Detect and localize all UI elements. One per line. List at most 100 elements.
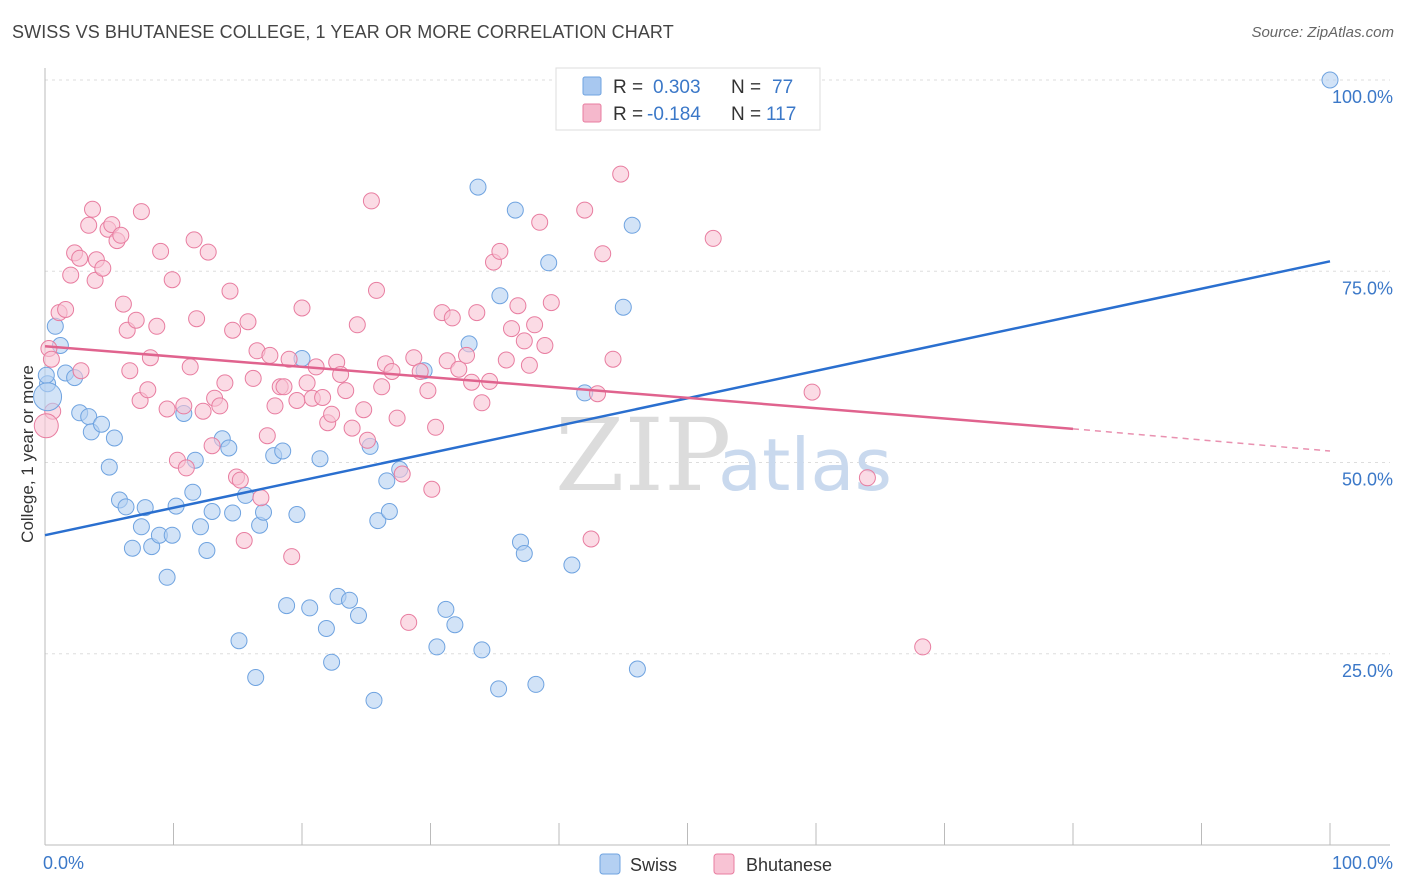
- x-tick-label-100: 100.0%: [1332, 853, 1393, 873]
- bhutanese-point-79: [393, 465, 411, 483]
- bhutanese-point-50: [252, 489, 270, 507]
- y-tick-label-100: 100.0%: [1332, 87, 1393, 107]
- bhutanese-point-48: [244, 369, 262, 387]
- bhutanese-point-108: [589, 385, 606, 403]
- bhutanese-point-68: [337, 382, 355, 400]
- legend-swiss-swatch: [599, 853, 621, 875]
- bhutanese-point-1: [42, 350, 60, 368]
- swiss-point-40: [301, 599, 319, 617]
- bhutanese-point-75: [373, 378, 391, 396]
- bhutanese-point-33: [181, 358, 199, 376]
- swiss-point-18: [158, 568, 176, 586]
- y-tick-labels: 100.0% 75.0% 50.0% 25.0%: [1332, 87, 1393, 681]
- legend-r-value-swiss: 0.303: [653, 77, 701, 98]
- swiss-point-29: [224, 504, 242, 522]
- legend-n-value-bhutanese: 117: [766, 104, 796, 125]
- swiss-point-67: [563, 556, 581, 574]
- bhutanese-point-60: [298, 374, 316, 392]
- swiss-point-25: [198, 542, 216, 559]
- swiss-point-12: [117, 498, 135, 516]
- stats-legend: R = 0.303 N = 77 R = -0.184 N = 117: [555, 67, 821, 131]
- bhutanese-point-73: [362, 192, 380, 210]
- bhutanese-point-52: [261, 346, 279, 364]
- bhutanese-point-78: [388, 409, 406, 427]
- bhutanese-point-17: [112, 226, 130, 244]
- swiss-point-51: [378, 472, 396, 490]
- legend-swatch-swiss: [582, 76, 602, 96]
- data-points: [33, 71, 1339, 709]
- swiss-point-65: [527, 675, 545, 693]
- y-tick-label-75: 75.0%: [1342, 278, 1393, 298]
- chart-title: SWISS VS BHUTANESE COLLEGE, 1 YEAR OR MO…: [12, 22, 674, 42]
- legend-swatch-bhutanese: [582, 103, 602, 123]
- bhutanese-point-8: [72, 362, 90, 380]
- bhutanese-point-13: [94, 259, 112, 277]
- swiss-point-61: [490, 680, 508, 698]
- bhutanese-point-35: [188, 310, 206, 328]
- bhutanese-point-81: [405, 349, 423, 367]
- bhutanese-point-74: [368, 281, 385, 299]
- bhutanese-point-58: [288, 392, 306, 409]
- bhutanese-point-37: [199, 243, 217, 261]
- watermark-zip: ZIP: [555, 397, 731, 514]
- swiss-point-31: [237, 486, 254, 504]
- bhutanese-point-26: [148, 317, 166, 335]
- bhutanese-point-42: [221, 282, 239, 300]
- bhutanese-point-51: [258, 427, 276, 445]
- swiss-point-64: [515, 545, 533, 562]
- swiss-point-72: [1321, 71, 1339, 89]
- bhutanese-trend-line: [44, 344, 1074, 431]
- bhutanese-point-85: [427, 418, 445, 436]
- bhutanese-point-72: [359, 431, 376, 449]
- bhutanese-point-93: [473, 394, 491, 412]
- swiss-point-38: [288, 506, 306, 523]
- bhutanese-point-47: [239, 313, 257, 331]
- swiss-point-34: [255, 503, 272, 521]
- axes: [44, 68, 1390, 846]
- bhutanese-point-112: [704, 229, 722, 247]
- bhutanese-point-31: [175, 397, 193, 415]
- swiss-point-26: [203, 503, 221, 520]
- watermark-atlas: atlas: [718, 423, 892, 507]
- bhutanese-point-20: [121, 362, 139, 380]
- swiss-point-30: [230, 632, 248, 650]
- bhutanese-point-65: [323, 405, 341, 423]
- trend-lines: [44, 260, 1331, 537]
- bhutanese-point-21: [127, 311, 145, 329]
- bhutanese-point-114: [858, 469, 876, 487]
- bhutanese-point-5: [62, 266, 80, 284]
- swiss-point-large: [33, 382, 63, 412]
- bhutanese-point-40: [211, 397, 229, 415]
- swiss-point-9: [100, 458, 118, 476]
- bhutanese-point-101: [520, 356, 538, 374]
- swiss-point-15: [132, 518, 150, 536]
- swiss-point-32: [247, 669, 265, 686]
- bhutanese-point-89: [450, 360, 468, 378]
- bhutanese-point-57: [283, 548, 301, 566]
- bhutanese-point-97: [497, 351, 515, 369]
- x-tick-label-0: 0.0%: [43, 853, 84, 873]
- swiss-point-37: [274, 442, 292, 460]
- swiss-point-22: [184, 483, 202, 501]
- bhutanese-point-63: [314, 389, 332, 406]
- bhutanese-point-41: [216, 374, 234, 392]
- swiss-point-58: [469, 178, 487, 196]
- swiss-point-50: [380, 503, 398, 520]
- swiss-point-70: [623, 216, 641, 234]
- swiss-point-10: [105, 429, 123, 447]
- y-tick-label-50: 50.0%: [1342, 470, 1393, 490]
- source-label: Source: ZipAtlas.com: [1251, 24, 1394, 41]
- swiss-point-69: [614, 298, 632, 316]
- bhutanese-point-45: [231, 471, 249, 489]
- bhutanese-point-7: [71, 249, 89, 267]
- bhutanese-point-71: [355, 401, 373, 419]
- bhutanese-point-18: [114, 295, 132, 313]
- legend-r-label-bhutanese: R =: [613, 104, 643, 125]
- legend-n-value-swiss: 77: [772, 77, 793, 98]
- bhutanese-point-25: [141, 349, 159, 367]
- swiss-point-73: [37, 366, 55, 384]
- bhutanese-point-110: [604, 350, 622, 368]
- swiss-point-62: [506, 201, 524, 219]
- legend-bhutanese-label: Bhutanese: [746, 855, 832, 875]
